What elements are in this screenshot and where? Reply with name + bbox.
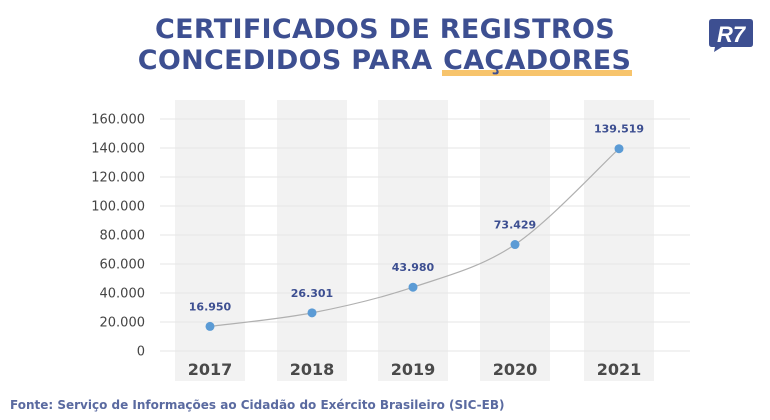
x-tick-label: 2019 bbox=[391, 360, 436, 379]
r7-logo: R7 bbox=[709, 19, 753, 52]
x-tick-label: 2020 bbox=[493, 360, 538, 379]
y-tick-label: 20.000 bbox=[100, 316, 146, 331]
data-point-2020 bbox=[510, 240, 520, 250]
y-tick-label: 120.000 bbox=[91, 171, 145, 186]
title-line-2-prefix: CONCEDIDOS PARA bbox=[137, 45, 443, 76]
y-tick-label: 100.000 bbox=[91, 200, 145, 215]
data-label-2018: 26.301 bbox=[291, 287, 333, 300]
x-tick-label: 2018 bbox=[290, 360, 335, 379]
data-label-2017: 16.950 bbox=[189, 300, 232, 313]
y-tick-label: 160.000 bbox=[91, 113, 145, 128]
y-tick-label: 60.000 bbox=[100, 258, 146, 273]
data-label-2019: 43.980 bbox=[392, 261, 435, 274]
data-point-2019 bbox=[408, 282, 418, 292]
column-band-2017 bbox=[175, 100, 245, 381]
title-line-2: CONCEDIDOS PARA CAÇADORES bbox=[0, 45, 770, 76]
title-line-1: CERTIFICADOS DE REGISTROS bbox=[155, 14, 615, 45]
chart-title: CERTIFICADOS DE REGISTROS CONCEDIDOS PAR… bbox=[0, 14, 770, 76]
y-tick-label: 0 bbox=[137, 345, 145, 360]
data-label-2021: 139.519 bbox=[594, 123, 644, 136]
y-tick-label: 80.000 bbox=[100, 229, 146, 244]
r7-logo-text: R7 bbox=[717, 22, 747, 47]
data-point-2021 bbox=[614, 144, 624, 154]
source-note: Fonte: Serviço de Informações ao Cidadão… bbox=[10, 398, 505, 412]
data-label-2020: 73.429 bbox=[494, 219, 536, 232]
column-band-2019 bbox=[378, 100, 448, 381]
x-tick-label: 2017 bbox=[188, 360, 233, 379]
data-point-2017 bbox=[205, 321, 215, 331]
y-tick-label: 140.000 bbox=[91, 142, 145, 157]
column-band-2018 bbox=[277, 100, 347, 381]
x-tick-label: 2021 bbox=[597, 360, 642, 379]
y-tick-label: 40.000 bbox=[100, 287, 146, 302]
data-point-2018 bbox=[307, 308, 317, 318]
title-highlight: CAÇADORES bbox=[442, 45, 633, 76]
column-band-2021 bbox=[584, 100, 654, 381]
